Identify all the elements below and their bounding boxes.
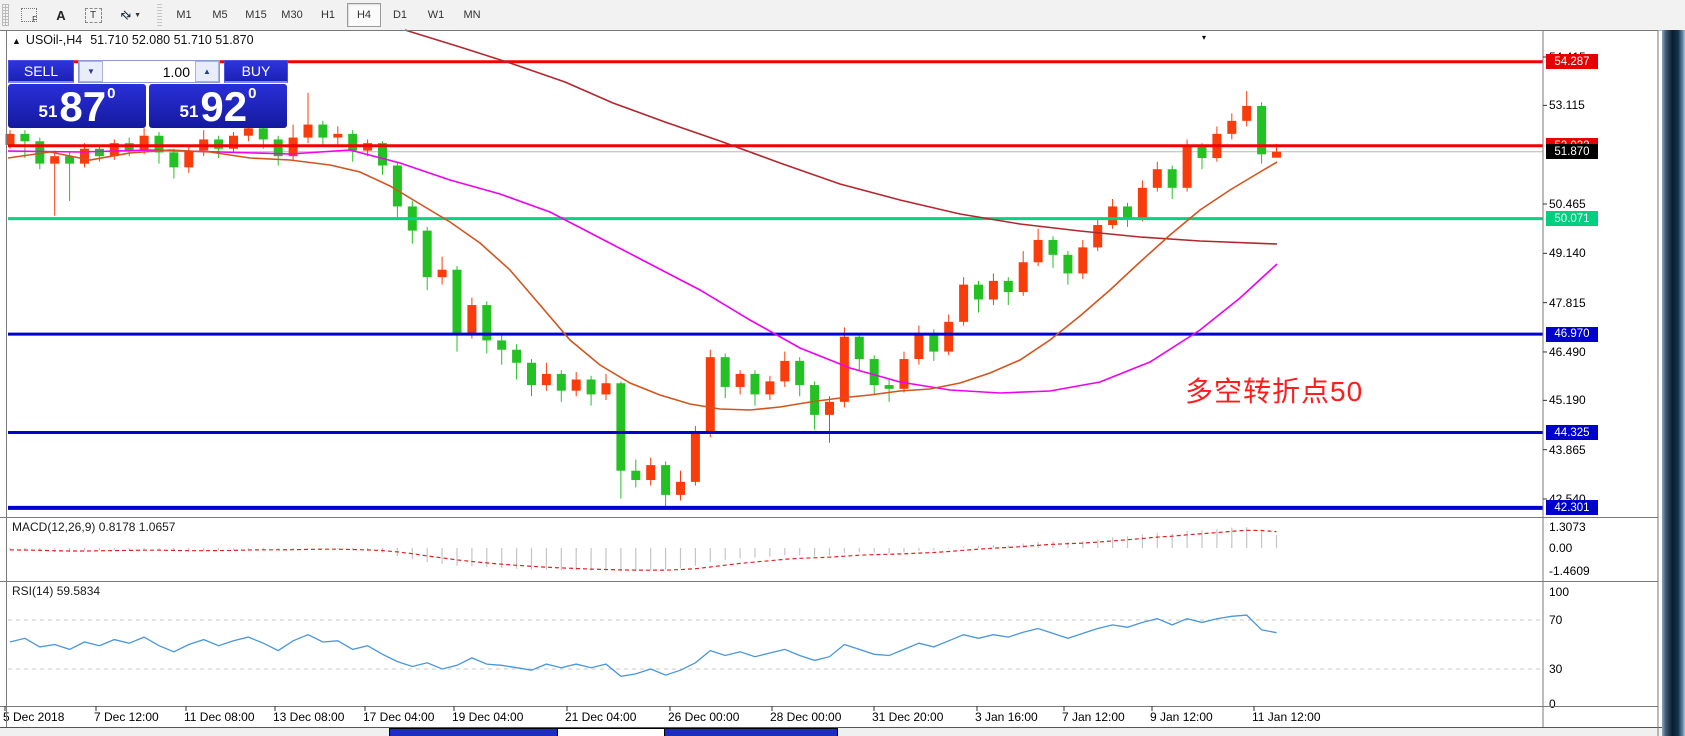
sell-price-prefix: 51 <box>38 102 58 121</box>
price-tick-label: 47.815 <box>1549 295 1586 310</box>
time-axis-label: 7 Dec 12:00 <box>94 710 159 724</box>
volume-increase-button[interactable]: ▲ <box>195 61 219 82</box>
time-axis-label: 26 Dec 00:00 <box>668 710 740 724</box>
indicator-axis-label: 0 <box>1549 697 1556 711</box>
volume-decrease-button[interactable]: ▼ <box>79 61 103 82</box>
one-click-trading-panel: SELL ▼ 1.00 ▲ BUY 51 87 0 51 92 0 <box>8 60 288 128</box>
price-badge: 51.870 <box>1546 144 1598 160</box>
volume-spinner: ▼ 1.00 ▲ <box>78 60 220 83</box>
rsi-value: 59.5834 <box>56 584 101 598</box>
price-badge: 44.325 <box>1546 425 1598 441</box>
right-scrollbar[interactable] <box>1662 30 1685 736</box>
bottom-window-fragments <box>0 727 1662 736</box>
symbol-name: USOil-,H4 <box>25 33 83 47</box>
timeframe-button-h1[interactable]: H1 <box>320 9 336 21</box>
sell-price-main: 87 <box>59 83 107 130</box>
indicator-axis-label: -1.4609 <box>1549 564 1590 578</box>
macd-label: MACD(12,26,9) 0.8178 1.0657 <box>12 520 176 534</box>
buy-button[interactable]: BUY <box>224 60 288 83</box>
price-badge: 50.071 <box>1546 211 1598 227</box>
buy-price-main: 92 <box>200 83 248 130</box>
timeframe-button-m1[interactable]: M1 <box>176 9 192 21</box>
indicator-axis-label: 0.00 <box>1549 541 1573 555</box>
price-tick-label: 46.490 <box>1549 344 1586 359</box>
indicator-axis-label: 100 <box>1549 585 1570 599</box>
macd-main-value: 0.8178 <box>98 520 136 534</box>
collapse-triangle-icon[interactable]: ▲ <box>12 36 21 46</box>
time-axis-label: 17 Dec 04:00 <box>363 710 435 724</box>
time-axis-label: 13 Dec 08:00 <box>273 710 345 724</box>
time-axis-label: 28 Dec 00:00 <box>770 710 842 724</box>
arrows-icon[interactable]: ⇄ ▼ <box>117 6 141 24</box>
chart-text-annotation: 多空转折点50 <box>1185 376 1364 407</box>
sell-price-box[interactable]: 51 87 0 <box>8 84 146 128</box>
price-badge: 42.301 <box>1546 500 1598 516</box>
time-axis-label: 21 Dec 04:00 <box>565 710 637 724</box>
toolbar-grip[interactable] <box>2 4 9 26</box>
indicator-axis-label: 30 <box>1549 662 1563 676</box>
rsi-label: RSI(14) 59.5834 <box>12 584 101 598</box>
time-axis-label: 19 Dec 04:00 <box>452 710 524 724</box>
timeframe-group: M1 M5 M15 M30 H1 H4 D1 W1 MN <box>166 3 490 27</box>
toolbar-separator <box>157 4 162 26</box>
time-axis-label: 31 Dec 20:00 <box>872 710 944 724</box>
timeframe-button-m30[interactable]: M30 <box>281 9 303 21</box>
price-tick-label: 45.190 <box>1549 393 1586 408</box>
volume-field[interactable]: 1.00 <box>162 63 190 80</box>
timeframe-button-d1[interactable]: D1 <box>392 9 408 21</box>
price-tick-label: 49.140 <box>1549 246 1586 261</box>
text-label-icon[interactable]: A <box>56 7 66 23</box>
chart-shift-marker-icon[interactable]: ▾ <box>1202 33 1207 42</box>
macd-signal-value: 1.0657 <box>138 520 176 534</box>
time-axis-label: 5 Dec 2018 <box>3 710 65 724</box>
window-fragment <box>664 728 838 736</box>
sell-price-sup: 0 <box>107 85 116 102</box>
buy-price-sup: 0 <box>248 85 257 102</box>
buy-price-box[interactable]: 51 92 0 <box>149 84 287 128</box>
timeframe-button-m5[interactable]: M5 <box>212 9 228 21</box>
grid-f-icon[interactable]: F <box>15 2 43 28</box>
indicator-axis-label: 70 <box>1549 613 1563 627</box>
time-axis-label: 11 Dec 08:00 <box>184 710 255 724</box>
timeframe-button-m15[interactable]: M15 <box>245 9 267 21</box>
time-axis-label: 7 Jan 12:00 <box>1062 710 1125 724</box>
grid-icon: F <box>21 8 37 24</box>
indicator-axis-label: 1.3073 <box>1549 520 1586 534</box>
price-tick-label: 53.115 <box>1549 98 1585 113</box>
chart-title: ▲ USOil-,H4 51.710 52.080 51.710 51.870 <box>12 33 254 47</box>
top-toolbar: F A T ⇄ ▼ M1 M5 M15 M30 H1 H4 D1 W1 MN <box>0 0 1685 31</box>
price-tick-label: 43.865 <box>1549 442 1586 457</box>
timeframe-button-w1[interactable]: W1 <box>427 9 445 21</box>
price-tick-label: 50.465 <box>1549 197 1586 212</box>
price-badge: 46.970 <box>1546 326 1598 342</box>
timeframe-button-mn[interactable]: MN <box>463 9 481 21</box>
timeframe-button-h4[interactable]: H4 <box>347 3 381 27</box>
price-badge: 54.287 <box>1546 54 1598 70</box>
sell-button[interactable]: SELL <box>8 60 74 83</box>
time-axis-label: 3 Jan 16:00 <box>975 710 1038 724</box>
time-axis-label: 11 Jan 12:00 <box>1252 710 1321 724</box>
dropdown-caret-icon[interactable]: ▼ <box>134 11 141 19</box>
ohlc-quote: 51.710 52.080 51.710 51.870 <box>90 33 254 47</box>
buy-price-prefix: 51 <box>179 102 199 121</box>
text-box-icon[interactable]: T <box>79 2 107 28</box>
time-axis-label: 9 Jan 12:00 <box>1150 710 1213 724</box>
